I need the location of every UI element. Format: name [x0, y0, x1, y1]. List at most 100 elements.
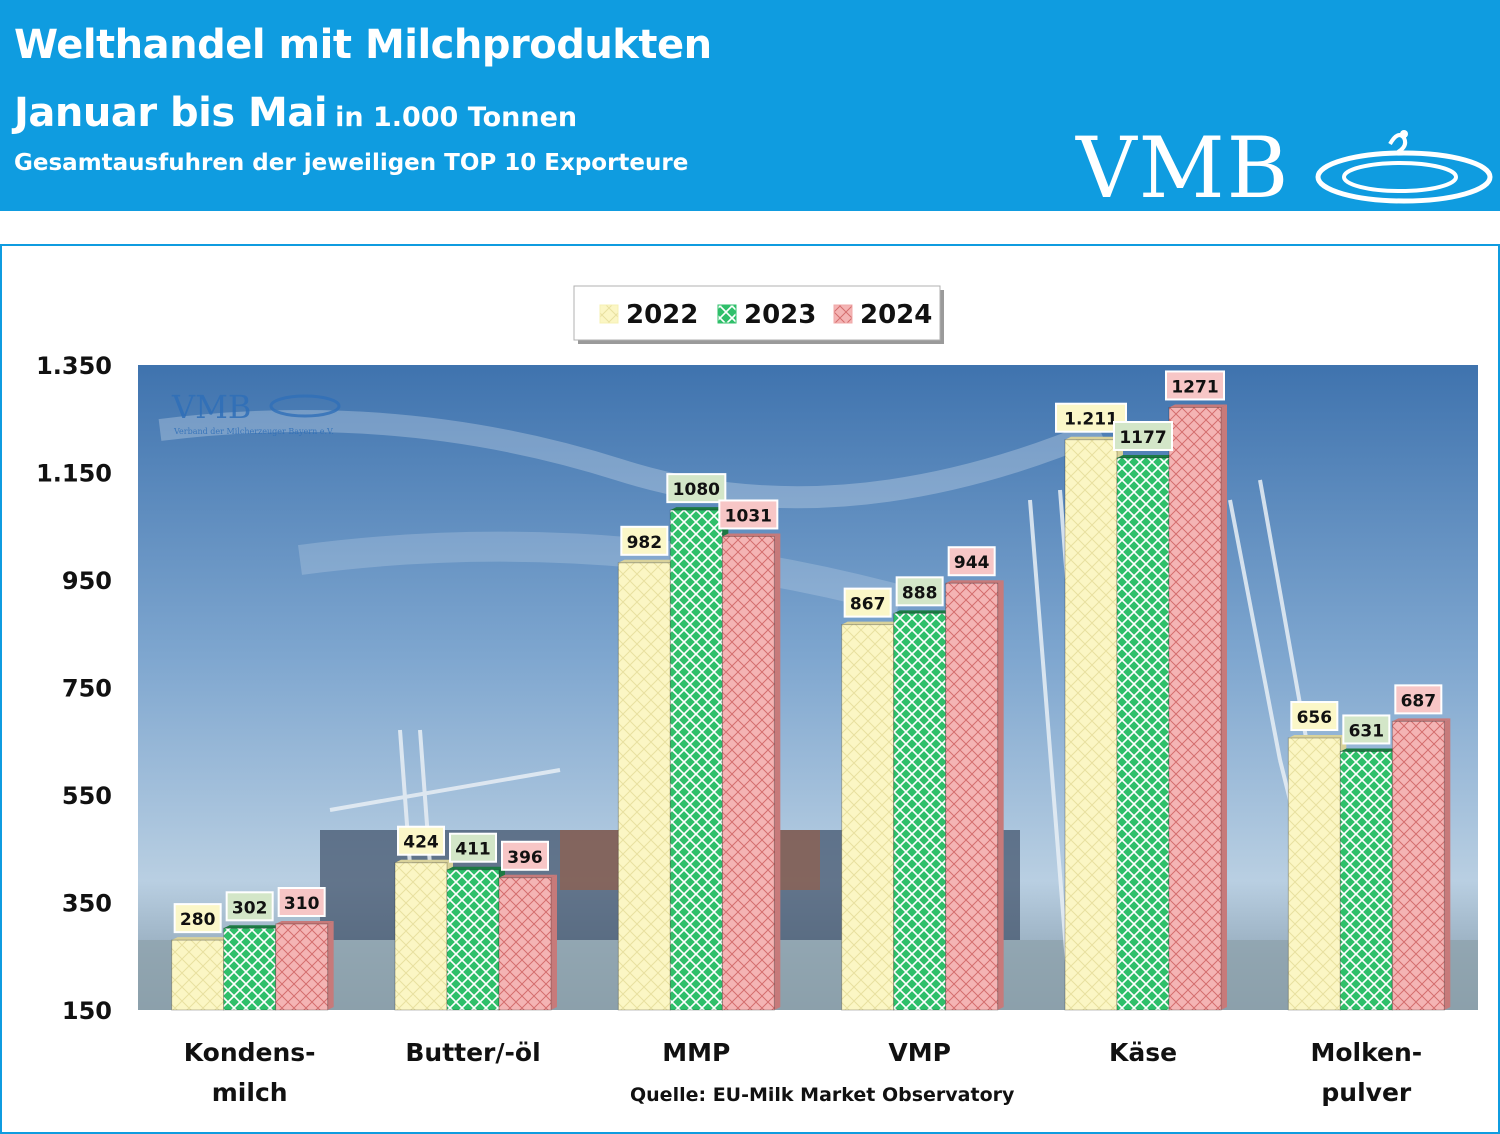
value-label-box	[277, 887, 326, 917]
bar-top	[1065, 436, 1123, 440]
value-label-box	[947, 546, 996, 577]
bar-2024	[1391, 720, 1445, 1011]
y-tick-label: 150	[62, 997, 112, 1025]
bar-2024	[945, 582, 999, 1011]
x-tick-label: Butter/-öl	[405, 1038, 540, 1067]
bar-2023	[223, 927, 277, 1011]
bar-2022	[841, 624, 895, 1011]
y-tick-label: 1.150	[36, 460, 112, 488]
bar-top	[841, 621, 900, 625]
legend-label-2023: 2023	[744, 300, 816, 330]
bar-2023	[893, 612, 947, 1011]
exporters-note: Gesamtausfuhren der jeweiligen TOP 10 Ex…	[14, 150, 689, 176]
value-label-box	[397, 825, 445, 856]
value-label-box	[620, 525, 669, 556]
value-label: 867	[850, 595, 886, 615]
value-label: 1080	[673, 480, 720, 500]
value-label-box	[843, 587, 892, 618]
value-label: 1177	[1119, 428, 1166, 448]
bar-2022	[617, 562, 671, 1011]
value-label: 687	[1401, 691, 1437, 711]
legend-swatch-2023	[717, 304, 737, 324]
vmb-logo-icon	[1315, 130, 1493, 204]
source-note: Quelle: EU-Milk Market Observatory	[630, 1084, 1015, 1106]
bar-top	[1288, 735, 1347, 739]
value-label: 302	[232, 898, 268, 918]
bar-2024	[275, 923, 329, 1011]
y-tick-label: 950	[62, 567, 112, 595]
x-tick-label: Käse	[1109, 1038, 1177, 1067]
y-tick-label: 1.350	[36, 352, 112, 380]
bar-2022	[171, 939, 225, 1011]
value-label: 631	[1349, 721, 1385, 741]
unit-label: in 1.000 Tonnen	[335, 102, 578, 133]
legend-swatch-2024	[833, 304, 853, 324]
bar-2023	[1339, 750, 1393, 1011]
bar-top	[171, 937, 230, 941]
watermark-icon	[269, 394, 341, 418]
legend-label-2022: 2022	[626, 300, 698, 330]
value-label: 656	[1297, 708, 1333, 728]
value-label: 280	[180, 910, 216, 930]
bar-top	[893, 610, 952, 614]
y-axis: 150 350 550 750 950 1.150 1.350	[36, 352, 112, 1025]
x-tick-label: MMP	[662, 1038, 730, 1067]
value-label: 982	[627, 533, 663, 553]
legend-label-2024: 2024	[860, 300, 932, 330]
value-label-box	[1290, 701, 1339, 732]
bar-2024	[721, 535, 775, 1011]
bar-2022	[1287, 737, 1341, 1011]
bar-top	[223, 925, 282, 929]
value-label: 1.211	[1064, 410, 1118, 430]
y-tick-label: 750	[62, 675, 112, 703]
value-label-box	[1165, 370, 1225, 401]
watermark-logo: VMB	[171, 388, 251, 426]
chart-title: Welthandel mit Milchprodukten	[14, 22, 712, 68]
bar-top	[1392, 718, 1451, 722]
value-label: 396	[507, 848, 543, 868]
bar-top	[1117, 454, 1175, 458]
x-tick-label: VMP	[888, 1038, 951, 1067]
value-label-box	[501, 840, 549, 871]
value-label: 944	[954, 553, 990, 573]
bar-side	[551, 874, 557, 1010]
bar-top	[945, 580, 1004, 584]
value-label: 1031	[725, 506, 772, 526]
bar-side	[1221, 404, 1227, 1010]
x-tick-label: Molken-pulver	[1310, 1038, 1422, 1107]
bar-2023	[1116, 457, 1170, 1011]
bar-side	[997, 580, 1004, 1010]
bar-2023	[446, 869, 500, 1011]
bars-group	[171, 404, 1451, 1011]
bar-2024	[498, 877, 552, 1011]
bar-top	[499, 874, 557, 878]
bar-top	[722, 533, 781, 537]
y-tick-label: 550	[62, 782, 112, 810]
value-label-box	[895, 576, 944, 607]
bar-2023	[669, 509, 723, 1011]
watermark-caption: Verband der Milcherzeuger Bayern e.V.	[173, 427, 334, 436]
plot-background-photo: VMB Verband der Milcherzeuger Bayern e.V…	[138, 365, 1478, 1010]
header-banner: Welthandel mit Milchprodukten Januar bis…	[0, 0, 1500, 211]
bar-side	[1444, 718, 1451, 1010]
value-label-box	[1394, 684, 1443, 715]
bar-side	[774, 533, 781, 1010]
bar-top	[670, 507, 729, 511]
value-label: 411	[455, 840, 491, 860]
value-label-box	[449, 832, 497, 863]
vmb-logo-text: VMB	[1076, 119, 1291, 217]
bar-side	[327, 921, 334, 1010]
value-label-box	[666, 473, 727, 504]
x-tick-label: Kondens-milch	[184, 1038, 316, 1107]
legend-swatch-2022	[599, 304, 619, 324]
bar-2022	[1064, 439, 1118, 1011]
x-axis: Kondens-milch Butter/-öl MMP VMP Käse Molken-…	[184, 1038, 1422, 1107]
bar-top	[1340, 748, 1399, 752]
bar-2022	[394, 862, 448, 1011]
bar-top	[395, 859, 453, 863]
value-label: 888	[902, 583, 938, 603]
value-label-box	[1342, 714, 1391, 745]
period-label: Januar bis Mai	[14, 90, 328, 136]
